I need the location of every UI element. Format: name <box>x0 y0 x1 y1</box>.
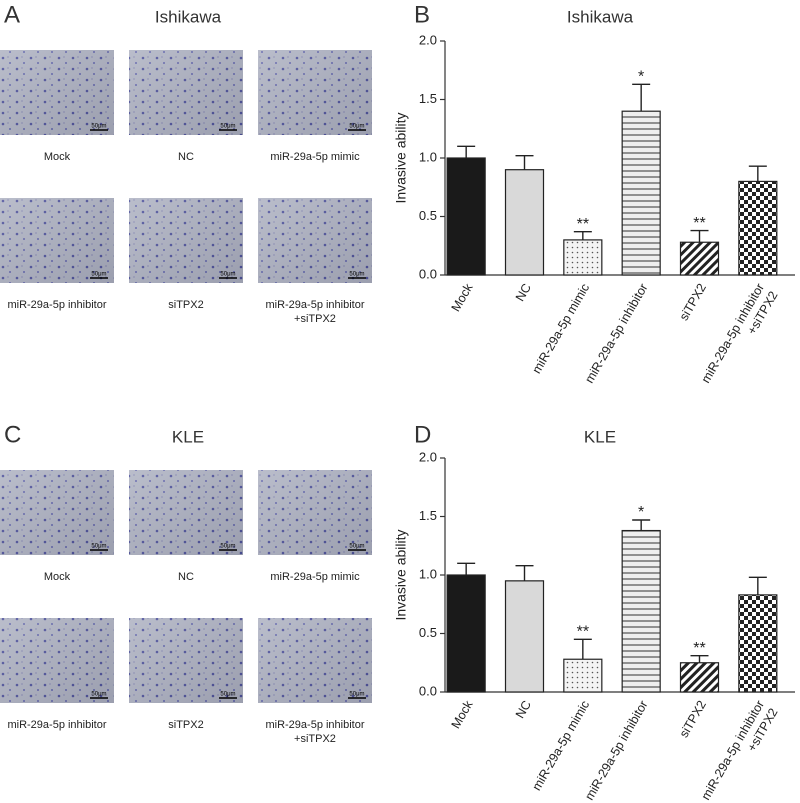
y-tick-label: 1.0 <box>419 566 437 581</box>
significance: * <box>638 504 644 521</box>
y-tick-label: 0.5 <box>419 208 437 223</box>
x-tick-label: siTPX2 <box>677 698 709 740</box>
y-tick-label: 2.0 <box>419 449 437 464</box>
image-label: miR-29a-5p inhibitor <box>7 299 106 311</box>
y-tick-label: 1.0 <box>419 149 437 164</box>
y-axis-label: Invasive ability <box>393 112 409 203</box>
x-tick-label: miR-29a-5p inhibitor+siTPX2 <box>699 281 781 393</box>
significance: ** <box>577 624 589 641</box>
scale-bar-label: 50μm <box>220 124 235 130</box>
image-label: siTPX2 <box>168 719 203 731</box>
y-tick-label: 2.0 <box>419 32 437 47</box>
micrograph-shade <box>258 618 372 703</box>
x-tick-label: miR-29a-5p mimic <box>529 281 592 376</box>
x-tick-label: NC <box>513 281 534 304</box>
image-label: NC <box>178 571 194 583</box>
panel-letter: D <box>414 421 431 448</box>
scale-bar-label: 50μm <box>91 544 106 550</box>
x-tick-label: miR-29a-5p inhibitor+siTPX2 <box>699 698 781 803</box>
panel-letter: B <box>414 1 430 28</box>
chart-title: Ishikawa <box>567 7 634 26</box>
micrograph-shade <box>0 50 114 135</box>
micrograph-shade <box>129 50 243 135</box>
micrograph-shade <box>258 470 372 555</box>
bar <box>738 594 778 693</box>
micrograph-shade <box>0 618 114 703</box>
micrograph-shade <box>129 618 243 703</box>
y-axis-label: Invasive ability <box>393 529 409 620</box>
scale-bar-label: 50μm <box>91 692 106 698</box>
bar <box>446 157 486 276</box>
significance: ** <box>577 216 589 233</box>
scale-bar-label: 50μm <box>220 272 235 278</box>
image-label: Mock <box>44 151 71 163</box>
micrograph-shade <box>258 198 372 283</box>
image-label: miR-29a-5p mimic <box>270 571 360 583</box>
bar <box>621 110 661 276</box>
scale-bar-label: 50μm <box>220 544 235 550</box>
x-tick-label: miR-29a-5p mimic <box>529 698 592 793</box>
bar <box>504 169 545 276</box>
y-tick-label: 1.5 <box>419 91 437 106</box>
y-tick-label: 0.0 <box>419 266 437 281</box>
bar <box>679 241 720 276</box>
image-label: siTPX2 <box>168 299 203 311</box>
image-label: miR-29a-5p inhibitor <box>7 719 106 731</box>
micrograph-shade <box>129 470 243 555</box>
scale-bar-label: 50μm <box>349 124 364 130</box>
image-label: NC <box>178 151 194 163</box>
micrograph-shade <box>0 198 114 283</box>
panel-title: Ishikawa <box>155 7 222 26</box>
image-label: miR-29a-5p mimic <box>270 151 360 163</box>
significance: * <box>638 69 644 86</box>
scale-bar-label: 50μm <box>349 692 364 698</box>
y-tick-label: 1.5 <box>419 508 437 523</box>
x-tick-label: miR-29a-5p inhibitor <box>582 281 650 385</box>
significance: ** <box>693 215 705 232</box>
bar <box>621 529 661 693</box>
scale-bar-label: 50μm <box>349 272 364 278</box>
scale-bar-label: 50μm <box>220 692 235 698</box>
y-tick-label: 0.0 <box>419 683 437 698</box>
micrograph-shade <box>129 198 243 283</box>
image-label: miR-29a-5p inhibitor +siTPX2 <box>265 299 364 325</box>
scale-bar-label: 50μm <box>91 124 106 130</box>
significance: ** <box>693 640 705 657</box>
image-label: Mock <box>44 571 71 583</box>
micrograph-shade <box>0 470 114 555</box>
panel-title: KLE <box>172 427 204 446</box>
bar <box>563 239 603 276</box>
x-tick-label: Mock <box>449 698 476 732</box>
chart-title: KLE <box>584 427 616 446</box>
bar <box>679 662 720 693</box>
bar <box>563 658 603 693</box>
x-tick-label: Mock <box>449 281 476 315</box>
x-tick-label: NC <box>513 698 534 721</box>
micrograph-shade <box>258 50 372 135</box>
bar <box>504 580 545 693</box>
panel-letter: C <box>4 421 21 448</box>
scale-bar-label: 50μm <box>349 544 364 550</box>
panel-letter: A <box>4 1 20 28</box>
image-label: miR-29a-5p inhibitor +siTPX2 <box>265 719 364 745</box>
bar <box>446 574 486 693</box>
bar <box>738 180 778 276</box>
y-tick-label: 0.5 <box>419 625 437 640</box>
scale-bar-label: 50μm <box>91 272 106 278</box>
x-tick-label: miR-29a-5p inhibitor <box>582 698 650 802</box>
x-tick-label: siTPX2 <box>677 281 709 323</box>
